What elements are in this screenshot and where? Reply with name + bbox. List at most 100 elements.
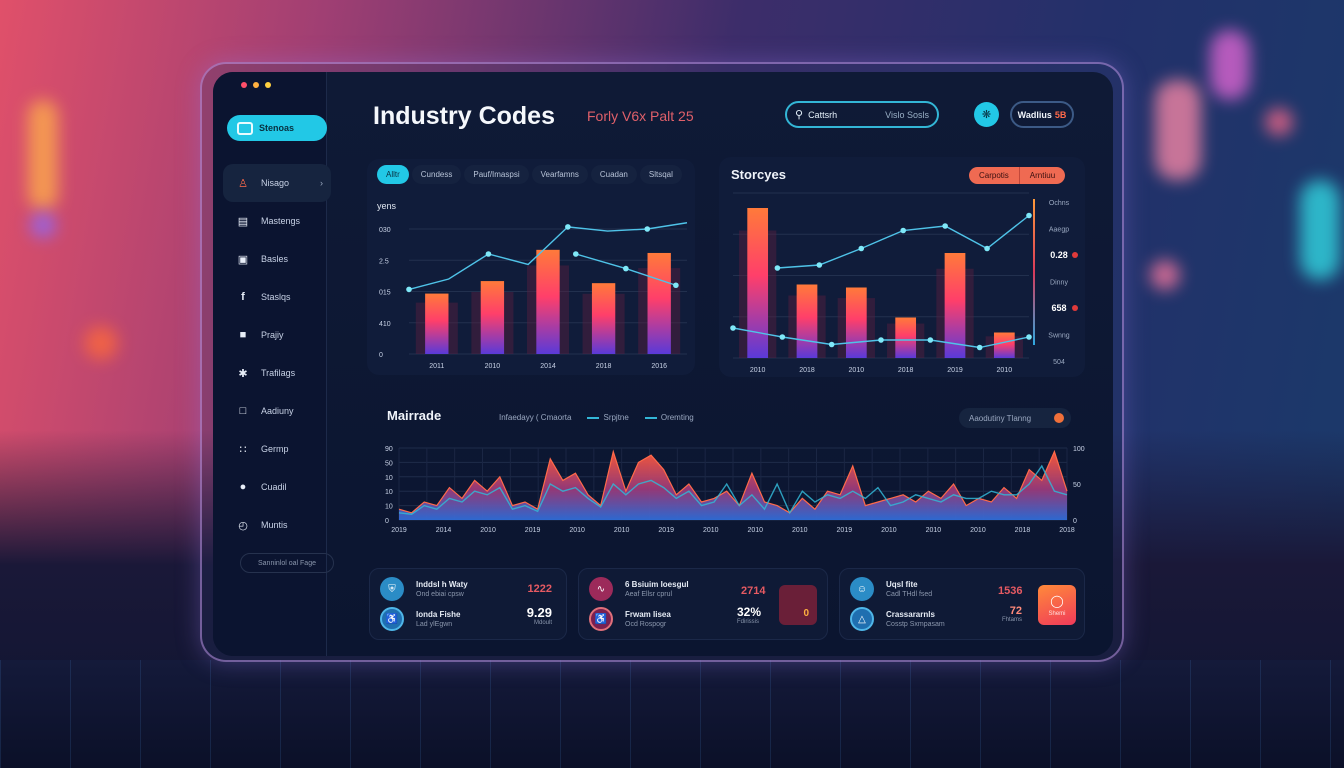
x-tick-label: 2019 xyxy=(947,367,963,374)
stat-number: 9.29 xyxy=(526,605,552,620)
series-line xyxy=(398,464,1068,515)
right-axis-label: Swnng xyxy=(1048,333,1070,340)
x-tick-label: 2010 xyxy=(480,527,496,534)
maximize-dot[interactable] xyxy=(265,82,271,88)
bar xyxy=(425,293,449,354)
stat-row: ⛨ Inddsl h Waty Ond ebiai cpsw xyxy=(380,577,468,601)
data-point xyxy=(927,337,934,343)
y-tick-label: 015 xyxy=(379,290,391,297)
bar xyxy=(895,317,917,358)
toggle-indicator xyxy=(1054,413,1064,423)
card-icon: ▤ xyxy=(237,215,249,228)
data-point xyxy=(774,265,781,271)
right-axis-label: Aaegp xyxy=(1049,227,1069,234)
data-point xyxy=(984,245,990,252)
chat-bubble-icon: ◯ xyxy=(1050,593,1064,608)
sidebar-item-4[interactable]: ■ Prajiy xyxy=(223,316,331,354)
page-title: Industry Codes xyxy=(373,102,555,130)
action-button[interactable]: ◯ Shemi xyxy=(1038,585,1076,625)
stat-row: △ Crassararnls Cosstp Sxmpasam xyxy=(850,607,945,631)
stat-number: 32% xyxy=(737,605,762,619)
y-tick-label: 100 xyxy=(1073,446,1085,453)
close-dot[interactable] xyxy=(241,82,247,88)
legend-item-0[interactable]: Infaedayy ( Cmaorta xyxy=(499,413,572,422)
data-point xyxy=(900,227,906,234)
area-chart: 0 10 10 10 50 90 0 50 100 2019 2014 2010 2019 2010 201… xyxy=(385,446,1085,534)
tab-5[interactable]: Sltsqal xyxy=(639,165,682,184)
sidebar-item-1[interactable]: ▤ Mastengs xyxy=(223,202,331,240)
y-tick-label: 0 xyxy=(385,518,389,525)
sidebar-item-3[interactable]: f Staslqs xyxy=(223,278,331,316)
account-label: Wadlius xyxy=(1017,109,1052,120)
right-axis-label: 658 xyxy=(1051,303,1066,313)
thumbnail-card[interactable]: 0 xyxy=(779,585,817,625)
tab-0[interactable]: Alltr xyxy=(377,165,409,184)
stat-card-2[interactable]: ☺ Uqsl fite Cadl THdl fsed 1536 △ Crassar… xyxy=(839,568,1085,640)
sidebar-item-2[interactable]: ▣ Basles xyxy=(223,240,331,278)
search-value: Cattsrh xyxy=(808,109,838,120)
tab-3[interactable]: Vearfamns xyxy=(531,165,588,184)
chevron-right-icon: › xyxy=(320,178,323,188)
stat-value: 2714 xyxy=(741,585,766,597)
account-badge: 5B xyxy=(1054,109,1067,120)
window-controls xyxy=(241,82,271,88)
sidebar-item-6[interactable]: □ Aadiuny xyxy=(223,392,331,430)
x-tick-label: 2010 xyxy=(997,367,1013,374)
sidebar-item-5[interactable]: ✱ Trafilags xyxy=(223,354,331,392)
stat-row: ♿ Frwam Iisea Ocd Rospogr xyxy=(589,607,671,631)
legend-item-2[interactable]: Oremting xyxy=(644,413,694,422)
sidebar-item-7[interactable]: ∷ Germp xyxy=(223,430,331,468)
stat-card-0[interactable]: ⛨ Inddsl h Waty Ond ebiai cpsw 1222 ♿ Ion… xyxy=(369,568,567,640)
series-line xyxy=(777,214,1030,269)
sidebar-item-label: Cuadil xyxy=(261,482,287,492)
right-chart-card: Storcyes Carpotis Arntiuu 2010 2018 2010 20… xyxy=(719,157,1085,377)
x-tick-label: 2010 xyxy=(881,527,897,534)
wheelchair-icon: ♿ xyxy=(589,607,613,631)
stat-name: Ionda Fishe xyxy=(416,610,461,619)
x-tick-label: 2018 xyxy=(1015,527,1031,534)
toggle-switch[interactable]: Aaodutiny Tlanng xyxy=(959,408,1071,428)
account-button[interactable]: Wadlius 5B xyxy=(1010,101,1074,128)
signature-icon: ∿ xyxy=(589,577,613,601)
page-subtitle: Forly V6x Palt 25 xyxy=(587,108,694,124)
stat-sub: Cadl THdl fsed xyxy=(886,591,933,598)
stat-row: ☺ Uqsl fite Cadl THdl fsed xyxy=(850,577,932,601)
sidebar-footer-button[interactable]: Sanninlol oal Fage xyxy=(240,553,334,573)
segment-1[interactable]: Arntiuu xyxy=(1018,167,1066,184)
bokeh-light xyxy=(84,326,118,360)
stat-value: 9.29 Mdoult xyxy=(527,605,552,626)
bottom-chart-card: Mairrade Infaedayy ( Cmaorta Srpjtne Ore… xyxy=(367,394,1085,544)
legend-item-1[interactable]: Srpjtne xyxy=(587,413,629,422)
search-input[interactable]: ⚲ Cattsrh Vislo Sosls xyxy=(785,101,939,128)
segment-control: Carpotis Arntiuu xyxy=(969,167,1066,184)
segment-0[interactable]: Carpotis xyxy=(969,167,1019,184)
right-axis-label: 0.28 xyxy=(1050,250,1068,260)
settings-bug-icon[interactable]: ❋ xyxy=(974,102,999,127)
minimize-dot[interactable] xyxy=(253,82,259,88)
stat-card-1[interactable]: ∿ 6 Bsiuim Ioesgul Aeaf Ellsr cprul 2714 … xyxy=(578,568,828,640)
data-point xyxy=(828,341,835,348)
x-tick-label: 2019 xyxy=(658,527,674,534)
search-placeholder: Vislo Sosls xyxy=(885,109,929,120)
y-tick-label: 50 xyxy=(1073,482,1081,489)
legend-swatch xyxy=(644,416,657,419)
tab-2[interactable]: Pauf/Imaspsi xyxy=(464,165,529,184)
tab-1[interactable]: Cundess xyxy=(411,165,462,184)
chart-tabs: Alltr Cundess Pauf/Imaspsi Vearfamns Cua… xyxy=(377,165,682,184)
sidebar-nav: ♙ Nisago › ▤ Mastengs ▣ Basles f Staslqs ■ Pra… xyxy=(223,164,331,544)
brand-button[interactable]: Stenoas xyxy=(227,115,327,141)
data-point xyxy=(816,262,823,268)
tab-4[interactable]: Cuadan xyxy=(590,165,637,184)
sidebar-item-9[interactable]: ◴ Muntis xyxy=(223,506,331,544)
y-tick-label: 0 xyxy=(1073,518,1077,525)
sidebar-item-0[interactable]: ♙ Nisago › xyxy=(223,164,331,202)
right-axis-bar xyxy=(1033,199,1035,345)
y-tick-label: 50 xyxy=(385,460,393,467)
main-content: Industry Codes Forly V6x Palt 25 ⚲ Cattsr… xyxy=(327,72,1113,656)
legend-swatch xyxy=(587,416,600,419)
user-stamp-icon: ♙ xyxy=(238,177,248,190)
y-tick-label: 90 xyxy=(385,446,393,453)
sidebar-item-label: Aadiuny xyxy=(261,406,294,416)
sidebar-item-8[interactable]: ● Cuadil xyxy=(223,468,331,506)
left-bar-chart: yens 0 410 015 2.5 030 2011 2010 2014 2018 2016 xyxy=(377,201,688,370)
